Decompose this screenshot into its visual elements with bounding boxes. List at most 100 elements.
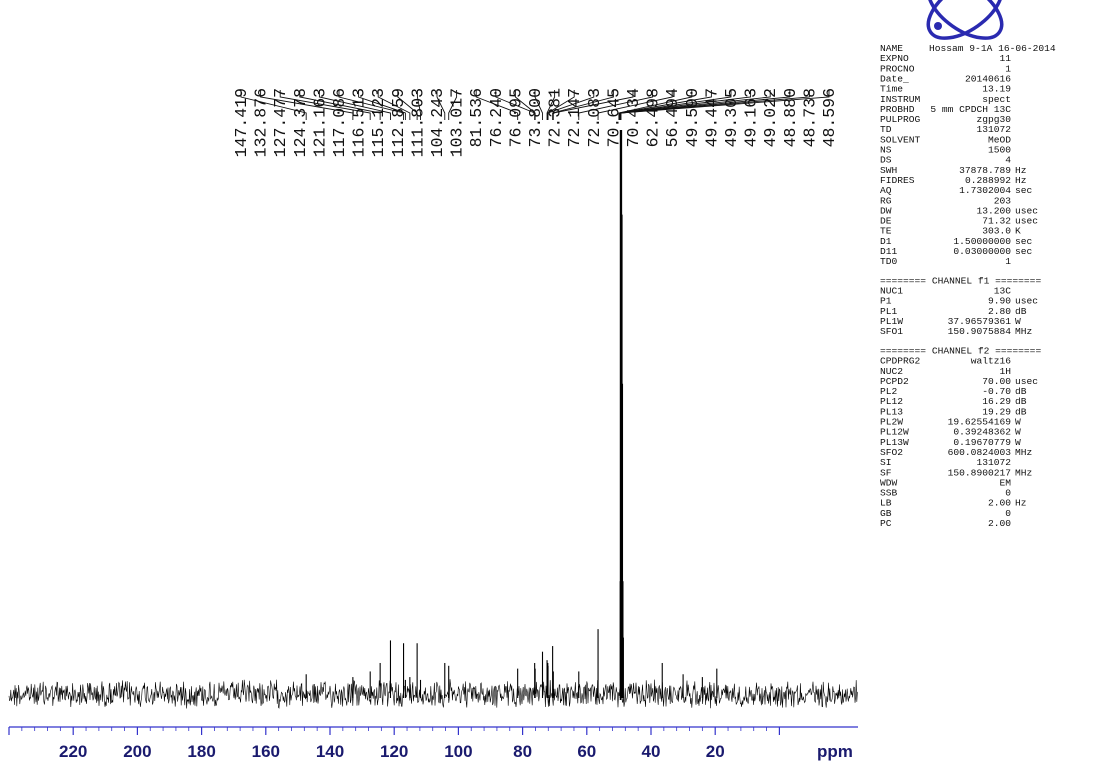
spectrum-peaks bbox=[305, 130, 718, 700]
param-unit: W bbox=[1015, 417, 1021, 428]
spectrum-plot bbox=[8, 130, 858, 709]
param-key: SI bbox=[880, 457, 892, 468]
peak-label: 49.590 bbox=[683, 88, 702, 147]
peak-label: 117.086 bbox=[330, 88, 349, 157]
param-key: PL1 bbox=[880, 306, 898, 317]
param-value: 19.62554169 bbox=[948, 417, 1012, 428]
param-key: SF bbox=[880, 467, 892, 478]
peak-label-connector bbox=[578, 90, 654, 120]
peak-label-connector bbox=[240, 90, 307, 120]
param-value: 0 bbox=[1005, 488, 1011, 499]
channel-f2-heading: ======== CHANNEL f2 ======== bbox=[880, 345, 1041, 356]
param-key: NAME bbox=[880, 43, 903, 54]
peak-label: 121.163 bbox=[310, 88, 329, 157]
param-key: DE bbox=[880, 216, 892, 227]
param-key: PL1W bbox=[880, 316, 903, 327]
param-value: 150.8900217 bbox=[948, 467, 1011, 478]
param-value: 0.19670779 bbox=[953, 437, 1011, 448]
param-value: 71.32 bbox=[982, 216, 1011, 227]
peak-label-connector bbox=[552, 90, 634, 120]
param-key: SOLVENT bbox=[880, 134, 921, 145]
peak-labels: 147.419 132.876 127.477 124.378 121.163 117.0… bbox=[232, 88, 839, 157]
param-key: PL2W bbox=[880, 417, 903, 428]
x-tick-label: 140 bbox=[316, 742, 344, 761]
param-value: 0 bbox=[1005, 508, 1011, 519]
peak-label: 132.876 bbox=[252, 88, 271, 157]
param-unit: usec bbox=[1015, 205, 1038, 216]
peak-label: 56.494 bbox=[663, 88, 682, 148]
peak-label: 62.498 bbox=[644, 88, 663, 147]
param-key: SWH bbox=[880, 165, 897, 176]
peak-label-connector bbox=[620, 90, 830, 120]
peak-label: 103.017 bbox=[448, 88, 467, 157]
param-key: PROBHD bbox=[880, 104, 915, 115]
param-value: 13.19 bbox=[982, 84, 1011, 95]
param-unit: usec bbox=[1015, 376, 1038, 387]
param-value: 131072 bbox=[976, 457, 1011, 468]
param-value: 20140616 bbox=[965, 73, 1011, 84]
param-key: TD0 bbox=[880, 256, 898, 267]
x-tick-label: 120 bbox=[380, 742, 408, 761]
param-value: 5 mm CPDCH 13C bbox=[930, 104, 1011, 115]
peak-label: 76.240 bbox=[487, 88, 506, 147]
param-key: PCPD2 bbox=[880, 376, 909, 387]
param-key: PL12 bbox=[880, 396, 903, 407]
param-value: 4 bbox=[1005, 155, 1011, 166]
param-value: Hossam 9-1A 16-06-2014 bbox=[929, 43, 1056, 54]
peak-label-connector bbox=[495, 90, 536, 120]
param-unit: W bbox=[1015, 427, 1021, 438]
param-key: TE bbox=[880, 226, 892, 237]
param-unit: Hz bbox=[1015, 175, 1027, 186]
param-unit: usec bbox=[1015, 216, 1038, 227]
x-tick-label: 40 bbox=[642, 742, 661, 761]
spectrum-line bbox=[8, 679, 858, 709]
param-value: waltz16 bbox=[971, 356, 1012, 367]
param-key: PL13 bbox=[880, 406, 903, 417]
param-unit: MHz bbox=[1015, 447, 1032, 458]
param-value: 1H bbox=[999, 366, 1011, 377]
peak-label-connector bbox=[299, 90, 381, 120]
param-value: 150.9075884 bbox=[948, 326, 1012, 337]
param-key: PROCNO bbox=[880, 63, 915, 74]
peak-label: 72.147 bbox=[565, 88, 584, 147]
param-key: D11 bbox=[880, 246, 898, 257]
param-key: SFO1 bbox=[880, 326, 903, 337]
param-value: 1.50000000 bbox=[953, 236, 1011, 247]
param-key: RG bbox=[880, 195, 892, 206]
param-unit: MHz bbox=[1015, 326, 1032, 337]
param-key: DW bbox=[880, 205, 892, 216]
param-key: NUC2 bbox=[880, 366, 903, 377]
peak-label: 49.163 bbox=[742, 88, 761, 147]
param-key: CPDPRG2 bbox=[880, 356, 921, 367]
param-key: LB bbox=[880, 498, 892, 509]
param-value: EM bbox=[999, 477, 1011, 488]
peak-label: 127.477 bbox=[271, 88, 290, 157]
param-value: 2.80 bbox=[988, 306, 1011, 317]
param-key: TD bbox=[880, 124, 892, 135]
param-key: D1 bbox=[880, 236, 892, 247]
peak-label-connector bbox=[397, 90, 418, 120]
param-key: WDW bbox=[880, 477, 898, 488]
channel-f1-heading: ======== CHANNEL f1 ======== bbox=[880, 275, 1041, 286]
param-unit: sec bbox=[1015, 185, 1033, 196]
peak-label: 72.381 bbox=[546, 88, 565, 148]
peak-label: 147.419 bbox=[232, 88, 251, 157]
param-value: 1500 bbox=[988, 145, 1011, 156]
param-value: 37.96579361 bbox=[948, 316, 1012, 327]
peak-label: 49.022 bbox=[761, 88, 780, 147]
param-key: PL12W bbox=[880, 427, 909, 438]
param-value: 2.00 bbox=[988, 498, 1011, 509]
param-key: SSB bbox=[880, 488, 898, 499]
param-value: 1 bbox=[1005, 256, 1011, 267]
peak-label: 70.645 bbox=[604, 88, 623, 147]
param-value: 1.7302004 bbox=[959, 185, 1011, 196]
param-key: P1 bbox=[880, 296, 892, 307]
param-value: 2.00 bbox=[988, 518, 1011, 529]
param-unit: sec bbox=[1015, 246, 1033, 257]
x-axis: 220 200 180 160 140 120 100 80 60 40 20 ppm bbox=[8, 726, 858, 761]
peak-label: 73.800 bbox=[526, 88, 545, 147]
param-value: 16.29 bbox=[982, 396, 1011, 407]
param-key: NS bbox=[880, 145, 892, 156]
param-value: 0.39248362 bbox=[953, 427, 1011, 438]
